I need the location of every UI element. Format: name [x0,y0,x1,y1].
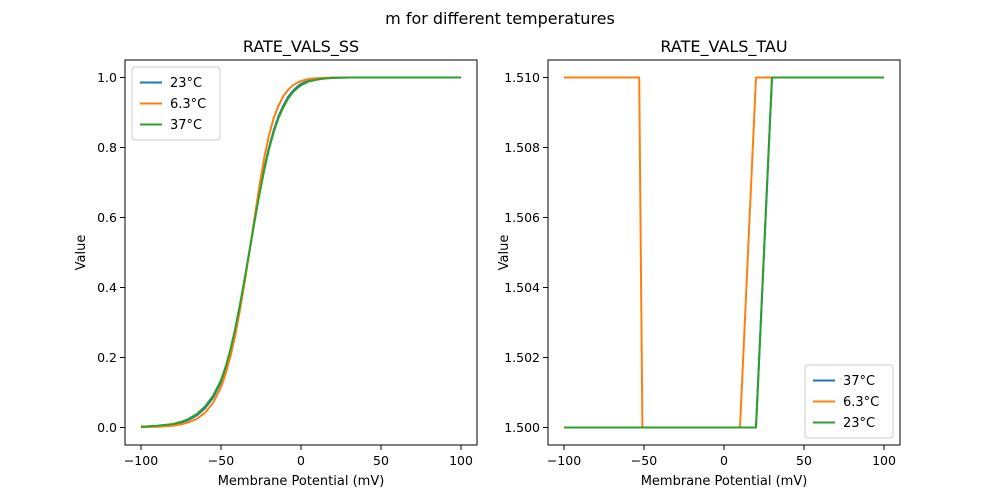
plot-panel-2: −100 −50 0 50 100 1.500 1.502 1.504 1.506 1.508 1.… [497,37,901,489]
legend-label: 6.3°C [170,97,206,112]
y-tick-label: 1.508 [504,140,540,155]
legend: 23°C 6.3°C 37°C [131,66,221,141]
plot-title: RATE_VALS_TAU [660,37,787,57]
x-tick-label: −100 [547,453,581,468]
x-tick-label: 100 [449,453,473,468]
plot-title: RATE_VALS_SS [243,37,359,57]
legend-label: 23°C [843,416,875,431]
y-tick-label: 1.0 [97,70,117,85]
x-axis-label: Membrane Potential (mV) [218,474,385,489]
y-axis-label: Value [74,235,89,271]
series-line-3 [140,76,461,428]
x-tick-label: −100 [124,453,158,468]
y-tick-label: 1.510 [504,70,540,85]
series-line-3 [564,76,884,429]
x-axis-label: Membrane Potential (mV) [641,474,808,489]
y-tick-label: 1.500 [504,420,540,435]
y-tick-label: 0.2 [97,350,117,365]
legend-box [804,364,894,439]
plot-panel-1: −100 −50 0 50 100 0.0 0.2 0.4 0.6 0.8 1.0 RATE_VALS… [74,37,478,489]
legend: 37°C 6.3°C 23°C [804,364,894,439]
y-tick-label: 0.8 [97,140,117,155]
y-tick-label: 0.0 [97,420,117,435]
legend-box [131,66,221,141]
x-tick-label: 100 [872,453,896,468]
x-tick-label: 0 [297,453,305,468]
x-tick-label: −50 [208,453,234,468]
legend-label: 37°C [170,118,202,133]
legend-label: 6.3°C [843,395,879,410]
x-tick-label: 0 [720,453,728,468]
y-tick-label: 0.6 [97,210,117,225]
x-tick-label: −50 [631,453,657,468]
y-axis-label: Value [497,235,512,271]
x-tick-label: 50 [796,453,812,468]
y-tick-label: 1.504 [504,280,540,295]
x-tick-label: 50 [373,453,389,468]
y-tick-label: 0.4 [97,280,117,295]
legend-label: 37°C [843,374,875,389]
y-tick-label: 1.506 [504,210,540,225]
y-tick-label: 1.502 [504,350,540,365]
legend-label: 23°C [170,76,202,91]
figure-title: m for different temperatures [385,9,615,28]
